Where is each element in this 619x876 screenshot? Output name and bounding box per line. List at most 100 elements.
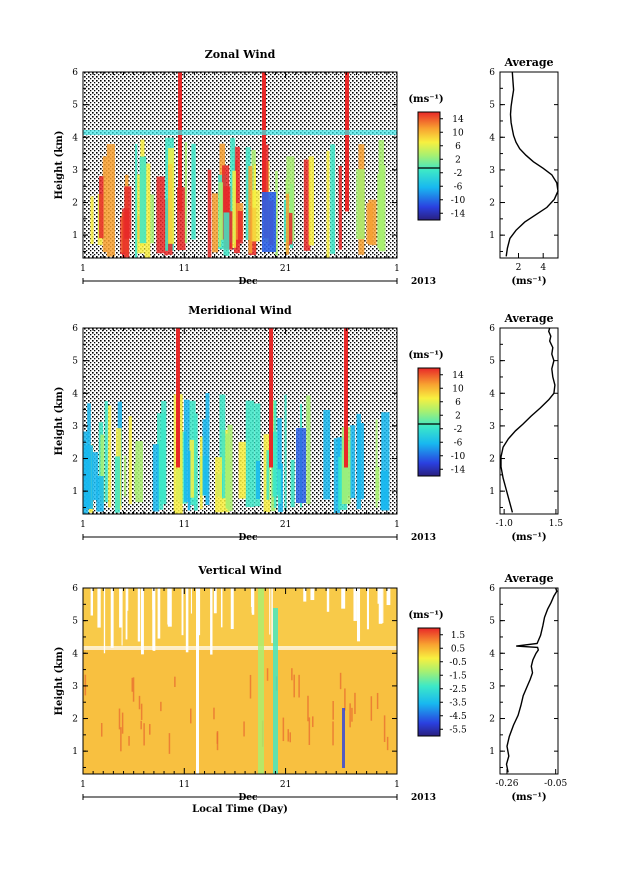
y-axis-label: Height (km): [54, 647, 65, 716]
heatmap-cell: [177, 187, 186, 251]
heatmap-cell: [344, 688, 346, 711]
colorbar-tick-label: 14: [452, 371, 464, 381]
colorbar-tick-label: -2: [454, 169, 463, 179]
avg-x-tick-label: 2: [516, 263, 522, 273]
average-profile-line: [500, 327, 556, 513]
heatmap-cell: [381, 412, 390, 511]
heatmap-cell: [156, 176, 165, 254]
average-title: Average: [503, 572, 553, 585]
heatmap-cell: [282, 717, 285, 742]
y-tick-label: 1: [72, 487, 78, 497]
heatmap-cell: [342, 708, 345, 768]
heatmap-cell: [104, 401, 108, 503]
heatmap-cell: [333, 438, 341, 513]
heatmap-cell: [219, 394, 226, 499]
colorbar-tick-label: 6: [455, 142, 461, 152]
colorbar: [417, 627, 441, 737]
heatmap-cell: [200, 436, 203, 510]
data-gap: [140, 588, 144, 655]
data-gap: [220, 588, 223, 628]
heatmap-cell: [262, 192, 276, 252]
heatmap-cell: [248, 165, 253, 254]
heatmap-cell: [249, 674, 252, 699]
y-tick-label: 3: [72, 166, 78, 176]
heatmap-cell: [124, 455, 127, 497]
heatmap-cell: [216, 732, 219, 744]
heatmap-cell: [277, 418, 282, 496]
data-gap: [303, 588, 307, 602]
heatmap-cell: [298, 674, 300, 698]
x-tick-label: 11: [179, 780, 190, 790]
colorbar-tick-label: 14: [452, 115, 464, 125]
heatmap-cell: [83, 588, 397, 648]
x-tick-label: 1: [394, 780, 400, 790]
heatmap-cell: [84, 674, 87, 696]
avg-y-tick-label: 3: [489, 682, 495, 692]
heatmap-cell: [332, 721, 334, 746]
heatmap-cell: [144, 163, 151, 258]
avg-y-tick-label: 1: [489, 747, 495, 757]
heatmap-cell: [90, 196, 94, 245]
data-gap: [198, 588, 201, 636]
heatmap-cell: [131, 677, 134, 692]
avg-x-tick-label: -0.05: [544, 779, 567, 789]
heatmap-cell: [266, 668, 269, 681]
heatmap-cell: [308, 717, 311, 745]
colorbar-tick-label: 0.5: [451, 644, 466, 654]
heatmap-cell: [168, 148, 175, 244]
y-tick-label: 2: [72, 715, 78, 725]
avg-x-tick-label: 1.5: [549, 519, 564, 529]
x-axis-label: Local Time (Day): [192, 804, 288, 815]
y-tick-label: 5: [72, 357, 78, 367]
colorbar-tick-label: -5.5: [449, 725, 467, 735]
heatmap-cell: [383, 715, 386, 742]
heatmap-cell: [307, 695, 309, 722]
heatmap-cell: [258, 588, 264, 774]
average-frame: [499, 71, 559, 259]
avg-x-axis-label: (ms⁻¹): [511, 532, 546, 543]
heatmap-cell: [143, 723, 145, 746]
avg-y-tick-label: 6: [489, 324, 495, 334]
heatmap-cell: [254, 403, 261, 507]
colorbar-tick-label: 2: [455, 155, 461, 165]
heatmap-cell: [135, 441, 143, 503]
colorbar-tick-label: -10: [451, 452, 466, 462]
heatmap-cell: [191, 143, 196, 240]
y-tick-label: 2: [72, 455, 78, 465]
colorbar-tick-label: -4.5: [449, 712, 467, 722]
heatmap-cell: [345, 72, 349, 212]
heatmap-cell: [375, 419, 378, 508]
colorbar: [417, 367, 441, 477]
heatmap-cell: [344, 328, 348, 468]
data-gap: [366, 588, 369, 630]
heatmap-cell: [332, 700, 334, 720]
data-gap: [356, 588, 361, 642]
avg-x-tick-label: -1.0: [495, 519, 513, 529]
avg-y-tick-label: 4: [489, 133, 495, 143]
colorbar-tick-label: -2: [454, 425, 463, 435]
data-gap: [137, 588, 141, 642]
colorbar-tick-label: -14: [451, 465, 466, 475]
avg-y-tick-label: 1: [489, 231, 495, 241]
colorbar-tick-label: 10: [452, 128, 464, 138]
y-tick-label: 2: [72, 199, 78, 209]
heatmap-cell: [290, 459, 295, 508]
year-label: 2013: [411, 533, 436, 543]
heatmap-cell: [289, 732, 291, 743]
x-tick-label: 11: [179, 264, 190, 274]
heatmap-frame: [82, 71, 398, 259]
heatmap-cell: [223, 212, 230, 256]
heatmap-cell: [296, 428, 306, 503]
heatmap-frame: [82, 327, 398, 515]
data-gap: [310, 588, 315, 601]
heatmap-cell: [357, 423, 365, 500]
y-tick-label: 1: [72, 231, 78, 241]
avg-y-tick-label: 6: [489, 584, 495, 594]
y-tick-label: 4: [72, 389, 78, 399]
heatmap-cell: [132, 677, 135, 702]
heatmap-cell: [193, 413, 198, 511]
avg-y-tick-label: 5: [489, 617, 495, 627]
colorbar-unit: (ms⁻¹): [408, 94, 443, 105]
heatmap-cell: [272, 431, 278, 497]
heatmap-cell: [84, 445, 94, 510]
